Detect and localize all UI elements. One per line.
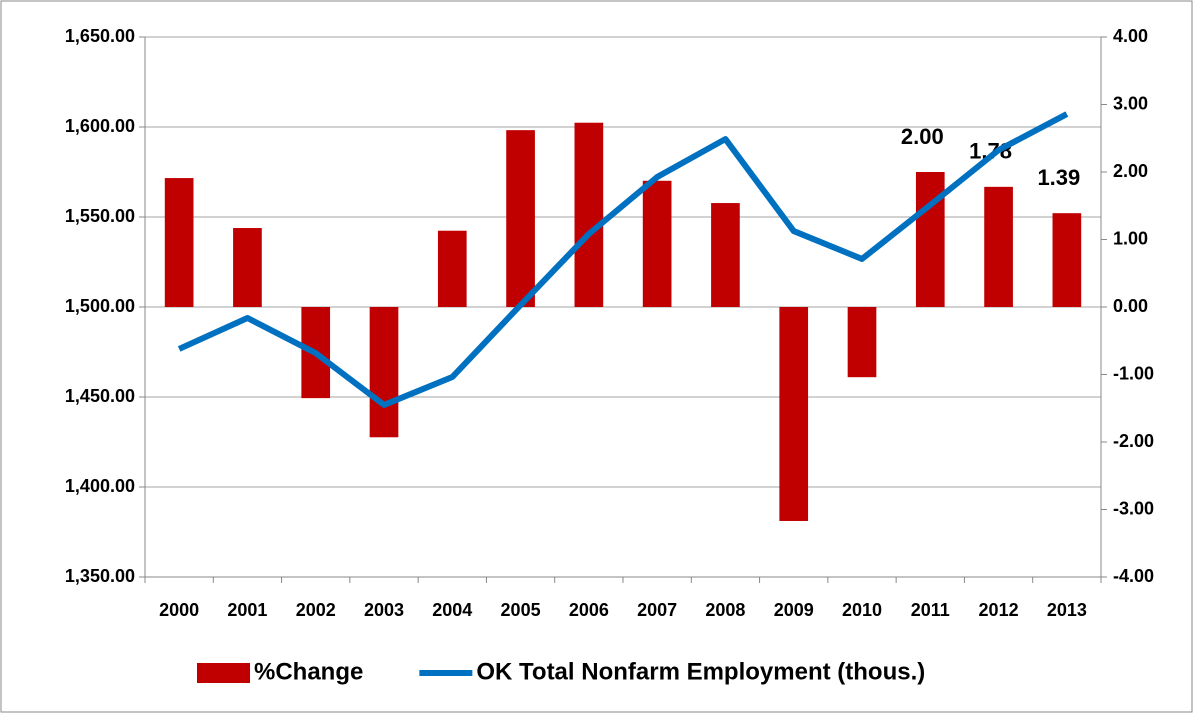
y-tick-label: 1,600.00 — [65, 116, 135, 136]
line — [177, 111, 1069, 408]
legend-label: %Change — [254, 658, 363, 685]
y-tick-label: 1,350.00 — [65, 566, 135, 586]
bar — [574, 122, 604, 307]
y2-tick-label: -3.00 — [1113, 498, 1154, 518]
bar — [437, 230, 467, 307]
x-tick-label: 2011 — [911, 600, 950, 620]
x-tick-label: 2013 — [1047, 600, 1087, 620]
y2-tick-label: 0.00 — [1113, 296, 1148, 316]
legend-label: OK Total Nonfarm Employment (thous.) — [476, 658, 925, 685]
y-tick-label: 1,450.00 — [65, 386, 135, 406]
x-tick-label: 2000 — [159, 600, 199, 620]
x-tick-label: 2010 — [842, 600, 882, 620]
x-tick-label: 2003 — [364, 600, 404, 620]
y2-tick-label: 2.00 — [1113, 161, 1148, 181]
bar — [506, 130, 535, 307]
y-tick-label: 1,400.00 — [65, 476, 135, 496]
y2-tick-label: -1.00 — [1113, 363, 1154, 383]
y-tick-label: 1,500.00 — [65, 296, 135, 316]
x-tick-label: 2004 — [432, 600, 472, 620]
x-tick-label: 2005 — [501, 600, 541, 620]
y2-tick-label: -2.00 — [1113, 431, 1154, 451]
y2-tick-label: 3.00 — [1113, 93, 1148, 113]
x-tick-label: 2001 — [227, 600, 267, 620]
x-tick-label: 2009 — [774, 600, 814, 620]
bar — [915, 172, 945, 307]
data-label: 2.00 — [901, 124, 944, 149]
bar — [779, 307, 809, 521]
bar — [1052, 213, 1082, 307]
y2-tick-label: 4.00 — [1113, 26, 1148, 46]
bar — [984, 186, 1013, 307]
bar — [164, 178, 194, 307]
x-tick-label: 2012 — [979, 600, 1019, 620]
bar — [711, 203, 740, 307]
y-tick-label: 1,650.00 — [65, 26, 135, 46]
bar — [847, 307, 877, 378]
legend-swatch — [197, 663, 250, 683]
x-tick-label: 2007 — [637, 600, 677, 620]
x-tick-label: 2006 — [569, 600, 609, 620]
bar — [369, 307, 399, 438]
y2-tick-label: 1.00 — [1113, 228, 1148, 248]
bar — [233, 228, 262, 307]
bar — [642, 180, 672, 307]
data-label: 1.39 — [1037, 165, 1080, 190]
x-tick-label: 2002 — [296, 600, 336, 620]
x-tick-label: 2008 — [705, 600, 745, 620]
y-tick-label: 1,550.00 — [65, 206, 135, 226]
y2-tick-label: -4.00 — [1113, 566, 1154, 586]
